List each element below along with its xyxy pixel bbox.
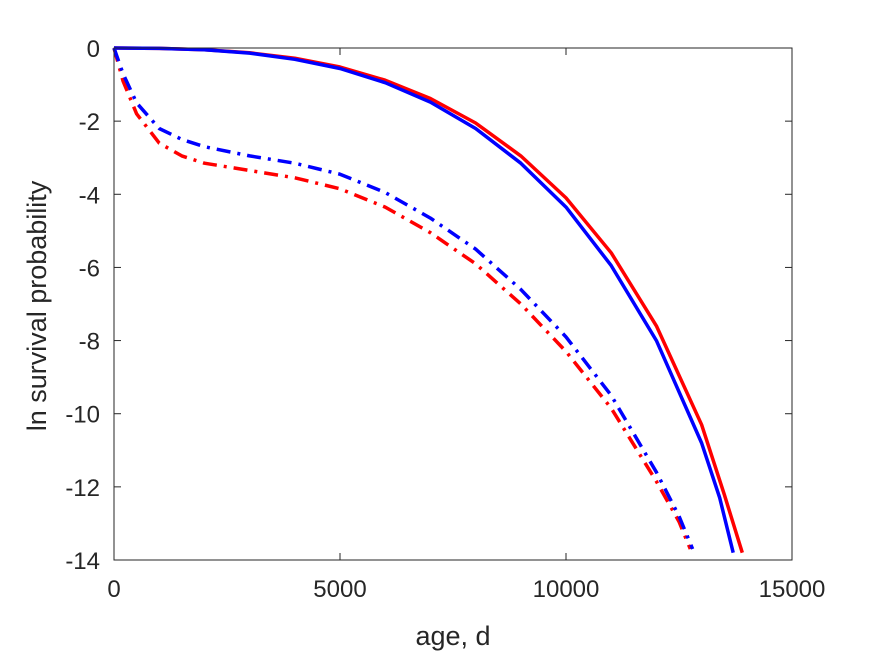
series-layer (112, 46, 744, 554)
y-tick-label: 0 (87, 36, 100, 63)
series-line-1 (113, 46, 744, 554)
x-tick-label: 5000 (313, 576, 366, 603)
y-tick-label: -14 (65, 548, 100, 575)
tick-layer: 0 5000 10000 15000 0 -2 -4 -6 -8 -10 -12 -14 (65, 36, 825, 603)
y-tick-label: -2 (79, 109, 100, 136)
x-tick-label: 0 (107, 576, 120, 603)
x-tick-label: 10000 (533, 576, 600, 603)
series-line-4 (112, 47, 695, 550)
y-tick-label: -12 (65, 475, 100, 502)
x-tick-label: 15000 (759, 576, 826, 603)
series-line-3 (112, 47, 692, 550)
axes-box (113, 47, 793, 561)
y-axis-label: ln survival probability (22, 180, 52, 431)
y-tick-label: -10 (65, 402, 100, 429)
series-line-2 (113, 46, 735, 554)
x-axis-label: age, d (415, 621, 490, 651)
y-tick-label: -8 (79, 329, 100, 356)
y-tick-label: -6 (79, 255, 100, 282)
y-tick-label: -4 (79, 182, 100, 209)
